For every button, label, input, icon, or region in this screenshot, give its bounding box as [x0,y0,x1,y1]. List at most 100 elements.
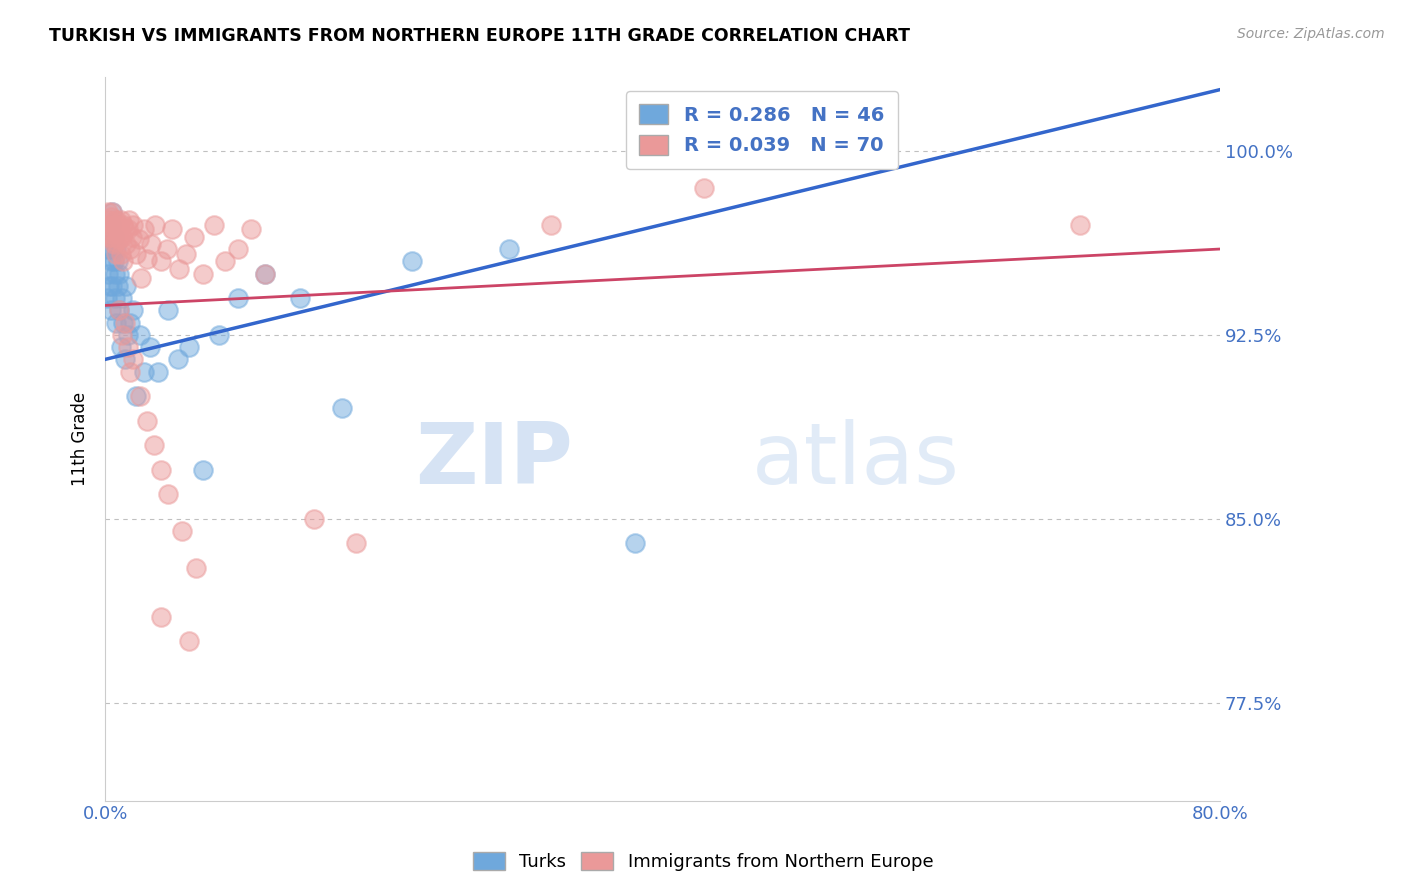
Point [122,218,145,232]
Point [120,365,142,379]
Point [101,205,124,219]
Point [110,340,132,354]
Point [101,205,124,219]
Point [104,235,127,249]
Point [129,327,152,342]
Point [149,609,172,624]
Point [128,232,150,246]
Point [98,278,121,293]
Point [156,303,179,318]
Point [146,365,169,379]
Point [226,291,249,305]
Point [121,229,143,244]
Point [122,352,145,367]
Point [117,340,139,354]
Point [100,254,122,268]
Text: ZIP: ZIP [416,419,574,502]
Point [122,303,145,318]
Point [114,316,136,330]
Point [139,340,162,354]
Point [191,463,214,477]
Point [136,252,159,266]
Point [166,352,188,367]
Point [214,254,236,268]
Point [145,218,167,232]
Point [149,254,172,268]
Point [97,242,120,256]
Point [115,237,138,252]
Point [141,237,163,252]
Point [290,291,312,305]
Point [105,316,128,330]
Point [183,229,205,244]
Point [254,267,277,281]
Point [111,291,134,305]
Point [120,316,142,330]
Point [177,634,200,648]
Point [107,218,129,232]
Point [97,267,120,281]
Point [101,242,124,256]
Point [202,218,225,232]
Point [105,247,128,261]
Point [105,242,128,256]
Point [108,232,131,246]
Point [540,218,562,232]
Point [110,212,132,227]
Point [103,237,125,252]
Point [98,212,121,227]
Point [103,218,125,232]
Point [184,560,207,574]
Point [1069,218,1091,232]
Point [174,247,197,261]
Point [114,222,136,236]
Legend: Turks, Immigrants from Northern Europe: Turks, Immigrants from Northern Europe [465,845,941,879]
Point [101,229,124,244]
Point [226,242,249,256]
Point [107,278,129,293]
Point [134,222,156,236]
Point [401,254,423,268]
Point [125,247,148,261]
Point [100,218,122,232]
Point [107,254,129,268]
Point [134,365,156,379]
Point [104,267,127,281]
Point [101,278,124,293]
Text: TURKISH VS IMMIGRANTS FROM NORTHERN EUROPE 11TH GRADE CORRELATION CHART: TURKISH VS IMMIGRANTS FROM NORTHERN EURO… [49,27,910,45]
Point [693,180,716,194]
Point [97,229,120,244]
Point [120,242,142,256]
Point [167,261,190,276]
Point [112,218,135,232]
Point [114,352,136,367]
Point [117,327,139,342]
Point [125,389,148,403]
Point [104,222,127,236]
Point [156,487,179,501]
Y-axis label: 11th Grade: 11th Grade [72,392,89,486]
Point [104,291,127,305]
Point [97,205,120,219]
Point [117,222,139,236]
Point [149,463,172,477]
Text: Source: ZipAtlas.com: Source: ZipAtlas.com [1237,27,1385,41]
Point [111,229,134,244]
Point [136,414,159,428]
Point [100,210,122,224]
Point [170,524,193,538]
Point [302,512,325,526]
Point [330,401,353,416]
Point [344,536,367,550]
Point [191,267,214,281]
Point [112,316,135,330]
Point [103,229,125,244]
Point [100,227,122,242]
Point [108,303,131,318]
Point [107,227,129,242]
Point [103,254,125,268]
Point [143,438,166,452]
Point [112,254,135,268]
Point [623,536,645,550]
Point [254,267,277,281]
